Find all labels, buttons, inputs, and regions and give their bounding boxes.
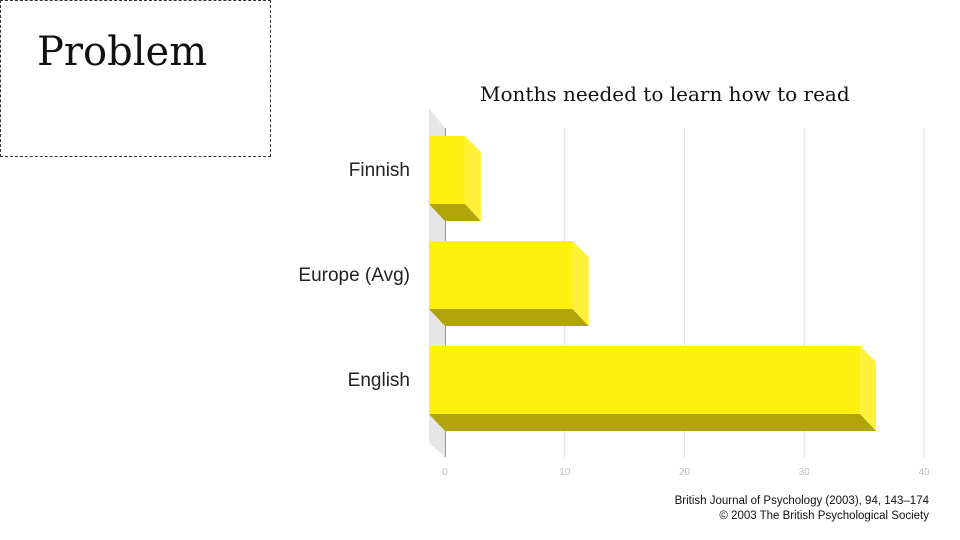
bar-shadow (429, 204, 481, 221)
bar (429, 136, 465, 204)
chart-title: Months needed to learn how to read (480, 82, 850, 106)
citation-line-2: © 2003 The British Psychological Society (719, 510, 929, 522)
x-tick-label: 20 (679, 467, 691, 478)
bar (429, 346, 861, 414)
x-tick-label: 10 (559, 467, 571, 478)
slide-title-box: Problem (0, 0, 271, 157)
x-tick-label: 30 (799, 467, 811, 478)
x-tick-label: 0 (442, 467, 448, 478)
citation: British Journal of Psychology (2003), 94… (675, 494, 929, 524)
bar-side-face (860, 346, 877, 431)
category-label: Europe (Avg) (298, 265, 410, 286)
bar-shadow (429, 309, 589, 326)
bar (429, 241, 573, 309)
category-label: Finnish (349, 160, 410, 181)
bar-side-face (464, 136, 481, 221)
x-axis-ticks: 0 10 20 30 40 (442, 467, 930, 478)
bar-layer (429, 136, 877, 431)
bar-shadow (429, 414, 877, 431)
slide-title: Problem (37, 29, 208, 75)
bar-side-face (572, 241, 589, 326)
category-label: English (348, 370, 410, 391)
category-labels: Finnish Europe (Avg) English (298, 160, 410, 391)
citation-line-1: British Journal of Psychology (2003), 94… (674, 495, 929, 507)
x-tick-label: 40 (918, 467, 930, 478)
